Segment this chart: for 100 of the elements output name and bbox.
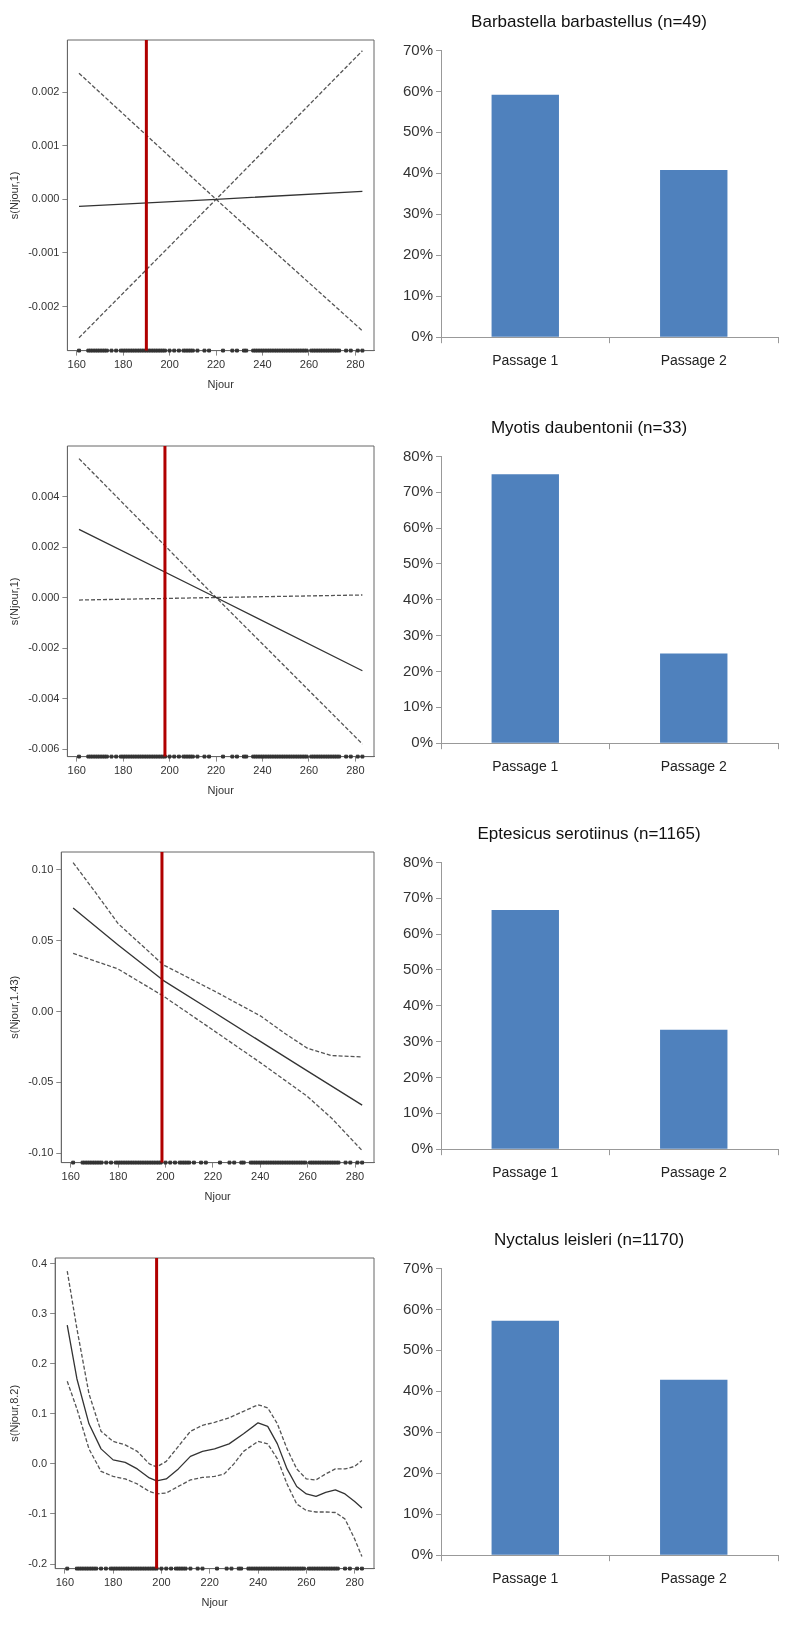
x-tick-label: 200 <box>152 1576 171 1589</box>
y-tick-label: -0.10 <box>28 1146 54 1159</box>
y-tick-label: 0.2 <box>31 1356 48 1369</box>
y-tick-label: 60% <box>402 518 434 536</box>
x-tick-label: 280 <box>346 358 365 371</box>
y-tick-label: 70% <box>402 1258 434 1276</box>
y-tick-label: 0% <box>411 1139 434 1157</box>
x-tick-label: 260 <box>299 358 319 371</box>
y-tick-label: -0.001 <box>28 246 60 258</box>
x-tick-label: 160 <box>61 1170 80 1183</box>
y-tick-label: 0.001 <box>31 138 60 151</box>
y-tick-label: 20% <box>402 245 434 263</box>
y-tick-label: 0.3 <box>31 1306 48 1319</box>
y-tick-label: 0.00 <box>31 1004 54 1017</box>
y-tick-label: 0.0 <box>31 1456 48 1469</box>
y-tick-label: 0.002 <box>31 85 60 98</box>
x-tick-label: 280 <box>345 1170 365 1183</box>
y-tick-label: 10% <box>402 697 434 715</box>
y-tick-label: 20% <box>402 661 434 679</box>
x-tick-label: Passage 2 <box>660 1164 728 1181</box>
x-tick-label: 240 <box>253 358 272 371</box>
x-tick-label: 260 <box>299 764 319 777</box>
x-tick-label: Passage 1 <box>492 758 559 775</box>
x-tick-label: 160 <box>67 764 86 777</box>
chart-title: Barbastella barbastellus (n=49) <box>471 11 707 31</box>
y-axis-title: s(Njour,8.2) <box>7 1384 20 1442</box>
x-tick-label: 220 <box>203 1170 223 1183</box>
x-tick-label: 180 <box>113 764 133 777</box>
y-axis-title: s(Njour,1) <box>7 171 20 220</box>
x-tick-label: Passage 2 <box>660 352 728 369</box>
chart-title: Eptesicus serotiinus (n=1165) <box>477 823 701 843</box>
x-tick-label: 200 <box>160 764 179 777</box>
x-tick-label: 180 <box>113 358 133 371</box>
y-tick-label: 20% <box>402 1463 434 1481</box>
x-axis-title: Njour <box>207 378 235 391</box>
y-tick-label: 0.000 <box>31 590 60 603</box>
y-tick-label: 10% <box>402 1103 434 1121</box>
y-tick-label: 0.002 <box>31 540 60 553</box>
y-tick-label: 0.10 <box>31 862 54 875</box>
x-tick-label: 280 <box>346 764 365 777</box>
y-tick-label: 50% <box>402 1340 434 1358</box>
y-tick-label: -0.006 <box>28 742 60 755</box>
y-tick-label: 20% <box>402 1067 434 1085</box>
x-tick-label: Passage 1 <box>492 1164 559 1181</box>
y-tick-label: 30% <box>402 1031 434 1049</box>
y-tick-label: 10% <box>402 1504 434 1522</box>
x-tick-label: Passage 1 <box>492 352 559 369</box>
x-tick-label: 220 <box>200 1576 219 1589</box>
x-tick-label: 160 <box>55 1576 74 1589</box>
y-tick-label: -0.1 <box>28 1507 48 1520</box>
y-tick-label: 0.000 <box>31 192 60 205</box>
y-tick-label: 30% <box>402 204 434 222</box>
x-tick-label: 260 <box>297 1576 316 1589</box>
x-axis-title: Njour <box>201 1596 229 1609</box>
y-tick-label: -0.002 <box>28 299 60 312</box>
y-tick-label: 30% <box>402 625 434 643</box>
x-tick-label: 280 <box>345 1576 364 1589</box>
y-tick-label: -0.2 <box>28 1557 48 1570</box>
y-tick-label: 60% <box>402 924 434 942</box>
y-axis-title: s(Njour,1) <box>7 577 20 626</box>
y-tick-label: 80% <box>402 852 434 870</box>
x-tick-label: Passage 2 <box>660 1570 728 1587</box>
x-tick-label: 200 <box>156 1170 175 1183</box>
x-tick-label: Passage 2 <box>660 758 728 775</box>
x-axis-title: Njour <box>207 784 235 797</box>
x-tick-label: 160 <box>67 358 86 371</box>
x-tick-label: 220 <box>206 764 226 777</box>
x-tick-label: 260 <box>298 1170 317 1183</box>
y-tick-label: 0.4 <box>31 1256 48 1269</box>
y-tick-label: -0.004 <box>28 691 60 704</box>
x-tick-label: 200 <box>160 358 179 371</box>
y-tick-label: 0% <box>411 1545 434 1563</box>
y-tick-label: 80% <box>402 446 434 464</box>
x-tick-label: 220 <box>206 358 226 371</box>
y-tick-label: 70% <box>402 482 434 500</box>
chart-title: Nyctalus leisleri (n=1170) <box>493 1229 685 1249</box>
y-tick-label: 60% <box>402 81 434 99</box>
y-tick-label: 50% <box>402 960 434 978</box>
x-tick-label: 240 <box>253 764 272 777</box>
y-tick-label: 40% <box>402 589 434 607</box>
y-tick-label: 0% <box>411 733 434 751</box>
y-tick-label: 70% <box>402 40 434 58</box>
x-tick-label: 240 <box>251 1170 270 1183</box>
chart-title: Myotis daubentonii (n=33) <box>490 417 688 437</box>
y-tick-label: 40% <box>402 163 434 181</box>
y-tick-label: 0% <box>411 327 434 345</box>
y-axis-title: s(Njour,1.43) <box>7 975 20 1039</box>
x-axis-title: Njour <box>204 1190 232 1203</box>
x-tick-label: 240 <box>248 1576 268 1589</box>
y-tick-label: 60% <box>402 1299 434 1317</box>
y-tick-label: 10% <box>402 286 434 304</box>
y-tick-label: 30% <box>402 1422 434 1440</box>
y-tick-label: 50% <box>402 122 434 140</box>
y-tick-label: 40% <box>402 995 434 1013</box>
y-tick-label: 0.004 <box>31 489 60 502</box>
x-tick-label: 180 <box>103 1576 123 1589</box>
y-tick-label: -0.05 <box>28 1075 54 1088</box>
x-tick-label: 180 <box>108 1170 128 1183</box>
y-tick-label: 0.05 <box>31 933 54 946</box>
y-tick-label: 50% <box>402 554 434 572</box>
